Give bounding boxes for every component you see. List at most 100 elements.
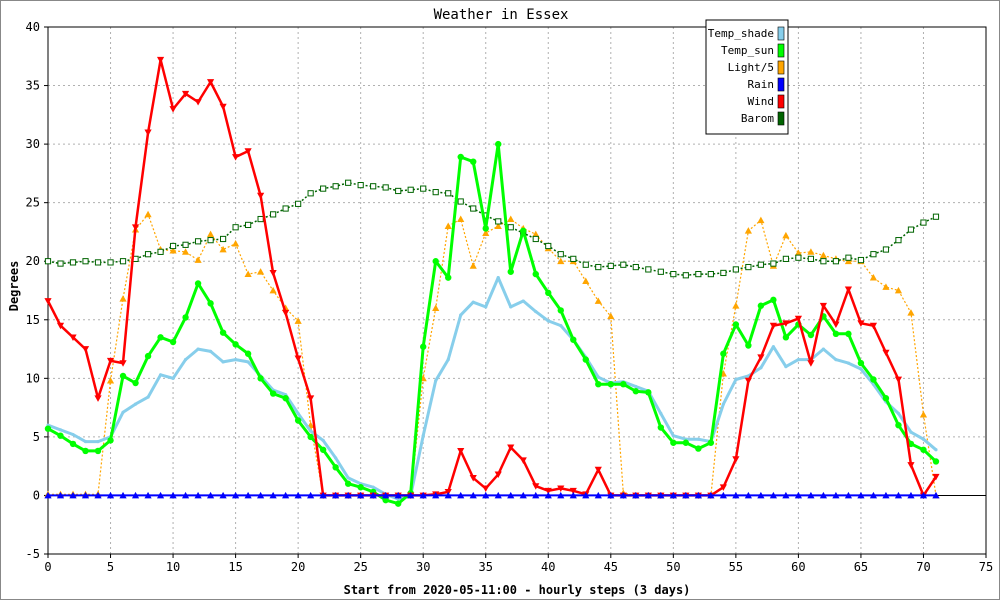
data-point	[757, 261, 764, 268]
data-point	[257, 375, 264, 382]
data-point	[69, 334, 77, 341]
data-point	[345, 179, 352, 186]
data-point	[644, 491, 652, 499]
data-point	[844, 257, 853, 265]
data-point	[919, 411, 928, 418]
data-point	[357, 182, 364, 189]
data-point	[296, 411, 300, 416]
data-point	[521, 299, 525, 303]
data-point	[334, 456, 338, 460]
data-point	[469, 474, 477, 482]
data-point	[796, 357, 801, 362]
data-point	[208, 349, 213, 353]
data-point	[544, 487, 552, 495]
data-point	[845, 330, 852, 338]
data-point	[869, 274, 878, 281]
data-point	[594, 466, 602, 474]
data-point	[769, 322, 777, 330]
data-point	[156, 56, 165, 64]
data-point	[745, 342, 752, 349]
data-point	[857, 256, 865, 264]
data-point	[495, 140, 502, 148]
data-point	[507, 491, 515, 499]
data-point	[807, 248, 815, 255]
data-point	[121, 410, 125, 414]
data-point	[882, 491, 890, 499]
data-point	[282, 491, 290, 499]
data-point	[309, 429, 313, 433]
x-tick-label: 30	[416, 560, 430, 574]
data-point	[732, 491, 740, 499]
y-tick-label: 40	[26, 20, 40, 34]
data-point	[269, 286, 277, 294]
data-point	[307, 433, 314, 441]
series-rain	[44, 491, 940, 499]
data-point	[732, 266, 739, 273]
data-point	[807, 360, 815, 367]
data-point	[907, 309, 915, 316]
series-temp-sun	[44, 140, 940, 507]
data-point	[694, 491, 702, 499]
data-point	[695, 271, 702, 278]
data-point	[882, 283, 890, 290]
data-point	[169, 106, 177, 113]
x-tick-label: 40	[541, 560, 555, 574]
data-point	[859, 367, 863, 371]
legend-label: Temp_sun	[721, 44, 774, 57]
data-point	[344, 480, 352, 487]
data-point	[444, 491, 452, 499]
data-point	[56, 491, 65, 499]
data-point	[371, 485, 375, 489]
data-point	[232, 154, 240, 161]
data-point	[94, 447, 102, 455]
data-point	[457, 448, 465, 455]
data-point	[57, 432, 64, 439]
data-point	[196, 347, 200, 351]
data-point	[507, 444, 515, 452]
data-point	[832, 258, 840, 265]
data-point	[207, 300, 214, 307]
data-point	[570, 255, 577, 262]
data-point	[445, 274, 452, 281]
data-point	[194, 99, 202, 106]
data-point	[707, 439, 715, 446]
data-point	[81, 491, 90, 499]
data-point	[357, 491, 365, 499]
legend-label: Light/5	[728, 61, 774, 74]
data-point	[932, 458, 940, 465]
data-point	[382, 491, 390, 499]
data-point	[169, 247, 177, 254]
data-point	[795, 254, 802, 261]
data-point	[932, 491, 940, 499]
data-point	[794, 491, 802, 499]
data-point	[394, 491, 402, 499]
data-point	[94, 395, 102, 402]
series-line-wind	[46, 58, 938, 497]
data-point	[307, 491, 315, 499]
data-point	[719, 484, 727, 491]
data-point	[595, 380, 602, 388]
y-tick-label: 35	[26, 79, 40, 93]
data-point	[244, 350, 252, 357]
data-point	[107, 437, 114, 444]
data-point	[532, 483, 540, 490]
data-point	[144, 210, 152, 218]
data-point	[869, 322, 878, 330]
data-point	[407, 186, 414, 193]
data-point	[181, 248, 190, 255]
data-point	[782, 334, 790, 341]
legend-swatch	[777, 43, 785, 58]
data-point	[594, 297, 602, 304]
data-point	[845, 254, 852, 261]
data-point	[394, 500, 402, 507]
data-point	[370, 183, 377, 190]
data-point	[920, 446, 927, 453]
data-point	[94, 259, 102, 266]
x-tick-label: 35	[479, 560, 493, 574]
data-point	[844, 286, 853, 293]
data-point	[484, 305, 488, 309]
y-tick-label: 5	[33, 430, 40, 444]
data-point	[895, 421, 902, 429]
data-point	[94, 491, 102, 499]
data-point	[896, 411, 901, 416]
